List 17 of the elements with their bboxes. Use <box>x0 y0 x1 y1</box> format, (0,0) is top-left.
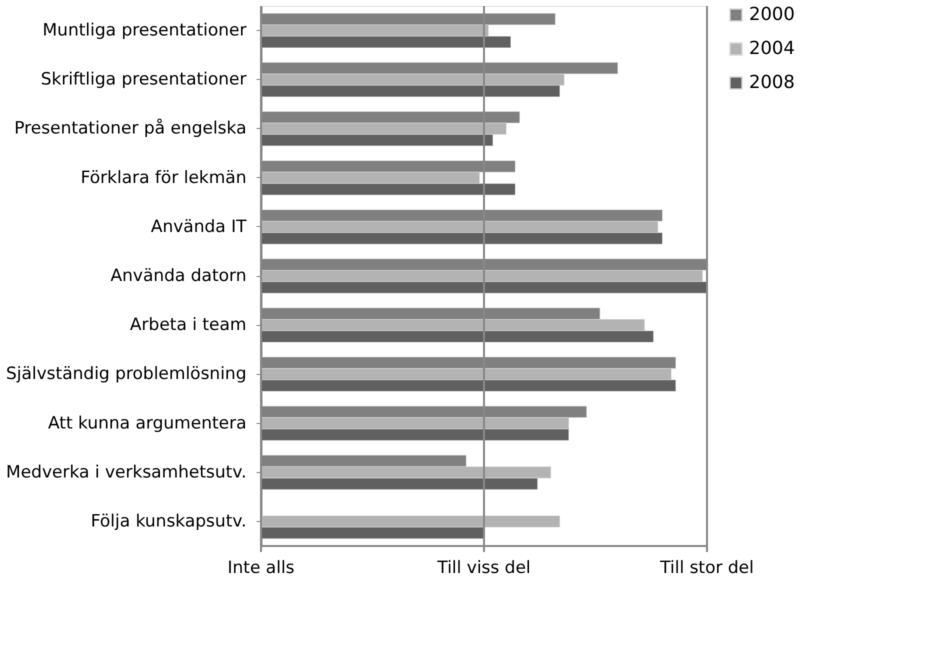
legend-label: 2008 <box>749 72 795 93</box>
y-tick-label: Självständig problemlösning <box>6 364 246 384</box>
legend-label: 2000 <box>749 4 795 25</box>
y-tick-label: Presentationer på engelska <box>14 118 246 139</box>
text: Till stor del <box>659 558 754 578</box>
y-tick-label: Att kunna argumentera <box>48 413 246 434</box>
y-tick-label: Muntliga presentationer <box>42 20 246 41</box>
y-tick-label: Använda datorn <box>110 266 246 286</box>
y-tick-label: Följa kunskapsutv. <box>90 511 246 532</box>
legend-label: 2004 <box>749 38 795 59</box>
y-tick-label: Skriftliga presentationer <box>40 70 247 90</box>
y-tick-label: Medverka i verksamhetsutv. <box>6 462 246 482</box>
text: Till viss del <box>436 558 531 578</box>
y-tick-label: Förklara för lekmän <box>80 168 246 188</box>
y-tick-label: Arbeta i team <box>130 315 246 336</box>
y-tick-label: Använda IT <box>150 216 248 237</box>
text: Inte alls <box>227 558 295 578</box>
